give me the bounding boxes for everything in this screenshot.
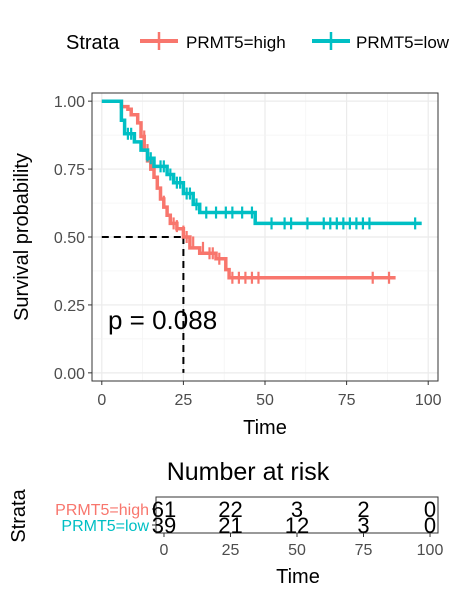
x-tick-label: 0: [97, 392, 106, 409]
x-tick-label: 100: [415, 392, 442, 409]
legend: Strata PRMT5=high PRMT5=low: [66, 32, 450, 54]
legend-title: Strata: [66, 32, 120, 54]
x-tick-label: 75: [338, 392, 356, 409]
legend-key-low: [312, 32, 350, 50]
risk-x-axis-label: Time: [276, 566, 320, 588]
risk-x-tick-label: 25: [222, 542, 240, 559]
risk-table-background: [156, 497, 438, 533]
risk-x-tick-label: 0: [160, 542, 169, 559]
y-tick-label: 0.25: [54, 298, 85, 315]
risk-cell-prmt5-high: 22: [218, 497, 242, 522]
risk-cell-prmt5-low: 0: [424, 513, 436, 538]
y-tick-label: 1.00: [54, 94, 85, 111]
risk-cell-prmt5-high: 3: [291, 497, 303, 522]
risk-cell-prmt5-high: 0: [424, 497, 436, 522]
risk-table-panel: Number at risk PRMT5=high 61 22 3 2 0PRMT5=lo…: [8, 458, 443, 588]
y-axis-ticks: 0.00 0.25 0.50 0.75 1.00: [54, 94, 92, 383]
survival-curve-prmt5-high: [101, 99, 396, 280]
risk-cell-prmt5-low: 3: [357, 513, 369, 538]
legend-label-high: PRMT5=high: [186, 33, 286, 52]
risk-x-tick-label: 100: [417, 542, 444, 559]
risk-cell-prmt5-high: 61: [152, 497, 176, 522]
x-tick-label: 50: [256, 392, 274, 409]
risk-row-label-prmt5-low: PRMT5=low: [61, 518, 149, 535]
median-survival-lines: [101, 236, 185, 373]
risk-x-axis-ticks: 0 25 50 75 100: [160, 533, 444, 559]
y-tick-label: 0.75: [54, 162, 85, 179]
survival-plot-panel: 0.00 0.25 0.50 0.75 1.00 0 25 50 75 100 p = 0.08…: [11, 92, 442, 439]
y-tick-label: 0.50: [54, 230, 85, 247]
p-value-annotation: p = 0.088: [108, 305, 217, 335]
risk-row-label-prmt5-high: PRMT5=high: [55, 502, 149, 519]
risk-x-tick-label: 75: [355, 542, 373, 559]
y-axis-label: Survival probability: [11, 153, 33, 321]
gridlines: [92, 93, 438, 381]
x-axis-ticks: 0 25 50 75 100: [97, 381, 442, 409]
survival-curves: [101, 99, 422, 284]
risk-cell-prmt5-high: 2: [357, 497, 369, 522]
y-tick-label: 0.00: [54, 366, 85, 383]
x-axis-label: Time: [243, 417, 287, 439]
legend-label-low: PRMT5=low: [356, 33, 450, 52]
risk-table-title: Number at risk: [167, 458, 330, 486]
risk-x-tick-label: 50: [288, 542, 306, 559]
x-tick-label: 25: [174, 392, 192, 409]
legend-key-high: [140, 32, 178, 50]
risk-y-axis-label: Strata: [8, 488, 30, 542]
